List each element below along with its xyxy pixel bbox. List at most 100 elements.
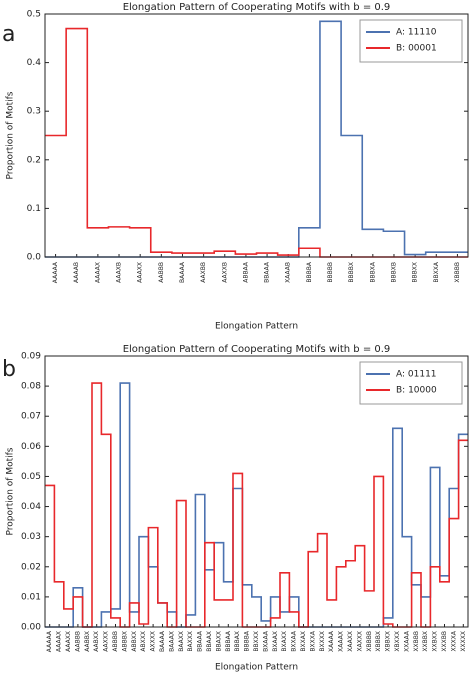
x-tick-label: XXXBB <box>441 631 448 652</box>
x-tick-label: AAXXB <box>221 262 228 283</box>
x-tick-label: XBBXX <box>385 631 392 652</box>
x-tick-label: XAAAB <box>285 262 292 283</box>
x-tick-label: BBBXA <box>369 261 376 282</box>
chart-title: Elongation Pattern of Cooperating Motifs… <box>123 2 391 13</box>
y-tick-label: 0.07 <box>21 412 41 422</box>
x-tick-label: BBBBA <box>244 630 251 651</box>
chart-title: Elongation Pattern of Cooperating Motifs… <box>123 344 391 355</box>
x-tick-label: ABBAA <box>242 261 249 283</box>
y-tick-label: 0.01 <box>21 592 41 602</box>
y-axis-label: Proportion of Motifs <box>6 447 16 535</box>
x-tick-label: BAAAA <box>159 630 166 652</box>
y-axis-label: Proportion of Motifs <box>6 91 16 179</box>
x-tick-label: AAAAX <box>56 631 63 652</box>
panel-label: a <box>2 22 15 47</box>
x-tick-label: BBBXX <box>412 262 419 283</box>
x-tick-label: BXXAX <box>300 631 307 652</box>
y-tick-label: 0.5 <box>27 10 41 20</box>
x-tick-label: ABBBB <box>112 631 119 652</box>
x-tick-label: AAAAB <box>73 262 80 283</box>
x-tick-label: BBAAX <box>206 631 213 652</box>
x-tick-label: XAAAA <box>328 630 335 652</box>
x-tick-label: AABXX <box>93 631 100 652</box>
x-tick-label: AAAAX <box>94 262 101 283</box>
legend-label: B: 00001 <box>396 44 437 54</box>
x-tick-label: BBBAX <box>234 631 241 652</box>
y-tick-label: 0.09 <box>21 352 41 362</box>
y-tick-label: 0.04 <box>21 502 41 512</box>
y-tick-label: 0.06 <box>21 442 41 452</box>
y-tick-label: 0.03 <box>21 532 41 542</box>
x-tick-label: XBXXX <box>394 631 401 652</box>
x-tick-label: XBBBB <box>454 262 461 283</box>
x-tick-label: BXAXX <box>281 631 288 652</box>
x-tick-label: BBBBA <box>306 261 313 282</box>
x-tick-label: XBBBB <box>366 631 373 652</box>
x-tick-label: BXXXA <box>309 630 316 651</box>
x-tick-label: BXXAA <box>291 630 298 652</box>
x-tick-label: AABBX <box>84 631 91 652</box>
x-tick-label: XAXXX <box>356 631 363 652</box>
x-tick-label: BXAAA <box>262 630 269 652</box>
x-tick-label: BBAXX <box>215 631 222 652</box>
x-tick-label: AXXXX <box>150 631 157 652</box>
x-tick-label: XBBBX <box>375 631 382 652</box>
x-tick-label: BXXXX <box>319 631 326 652</box>
x-tick-label: AAAXX <box>137 262 144 283</box>
x-tick-label: XAAXX <box>347 631 354 652</box>
x-tick-label: XXAAA <box>403 630 410 652</box>
y-tick-label: 0.3 <box>27 107 41 117</box>
x-tick-label: BAAAX <box>168 631 175 652</box>
x-tick-label: ABBBX <box>121 631 128 652</box>
x-tick-label: AAAXX <box>65 631 72 652</box>
y-tick-label: 0.2 <box>27 155 41 165</box>
x-tick-label: BAXXX <box>187 631 194 652</box>
x-tick-label: AAXBB <box>200 262 207 283</box>
x-tick-label: BBBAA <box>225 630 232 652</box>
y-tick-label: 0.0 <box>27 253 42 263</box>
x-tick-label: BBBBX <box>348 262 355 283</box>
x-tick-label: ABBXX <box>131 631 138 652</box>
plot-frame <box>44 355 469 628</box>
step-line <box>45 382 468 628</box>
x-tick-label: BXAAX <box>272 631 279 652</box>
x-axis-label: Elongation Pattern <box>215 663 298 673</box>
x-tick-label: XXXXA <box>450 630 457 651</box>
x-tick-label: XAAAX <box>338 631 345 652</box>
x-tick-label: XXXXX <box>460 631 467 652</box>
panel-label: b <box>2 357 16 382</box>
legend-box <box>359 361 463 405</box>
x-tick-label: AABBB <box>158 262 165 283</box>
legend-label: A: 01111 <box>396 370 437 380</box>
y-tick-label: 0.00 <box>21 623 41 633</box>
legend-label: A: 11110 <box>396 28 437 38</box>
y-tick-label: 0.05 <box>21 472 41 482</box>
y-tick-label: 0.1 <box>27 204 41 214</box>
legend-box <box>359 19 463 63</box>
x-tick-label: AAAAA <box>52 261 59 283</box>
plot-frame <box>44 13 469 258</box>
x-tick-label: XXBBX <box>422 631 429 652</box>
x-tick-label: BAAAA <box>179 261 186 283</box>
x-tick-label: AAXXX <box>103 631 110 652</box>
x-tick-label: BBAAA <box>197 630 204 652</box>
x-tick-label: BBXXA <box>433 261 440 282</box>
x-tick-label: BBXXX <box>253 631 260 652</box>
x-axis-label: Elongation Pattern <box>215 322 298 332</box>
x-tick-label: XXBBB <box>413 631 420 652</box>
legend-label: B: 10000 <box>396 386 437 396</box>
x-tick-label: XXBXX <box>432 631 439 652</box>
x-tick-label: BBAAA <box>264 261 271 283</box>
step-line <box>45 382 468 628</box>
x-tick-label: BAAXX <box>178 631 185 652</box>
step-line <box>45 27 468 258</box>
x-tick-label: BBBXB <box>390 262 397 283</box>
x-tick-label: AAAXB <box>116 262 123 283</box>
x-tick-label: AABBB <box>74 631 81 652</box>
x-tick-label: ABXXX <box>140 631 147 652</box>
y-tick-label: 0.08 <box>21 382 41 392</box>
y-tick-label: 0.4 <box>27 58 42 68</box>
x-tick-label: BBBBB <box>327 262 334 283</box>
x-tick-label: AAAAA <box>46 630 53 652</box>
